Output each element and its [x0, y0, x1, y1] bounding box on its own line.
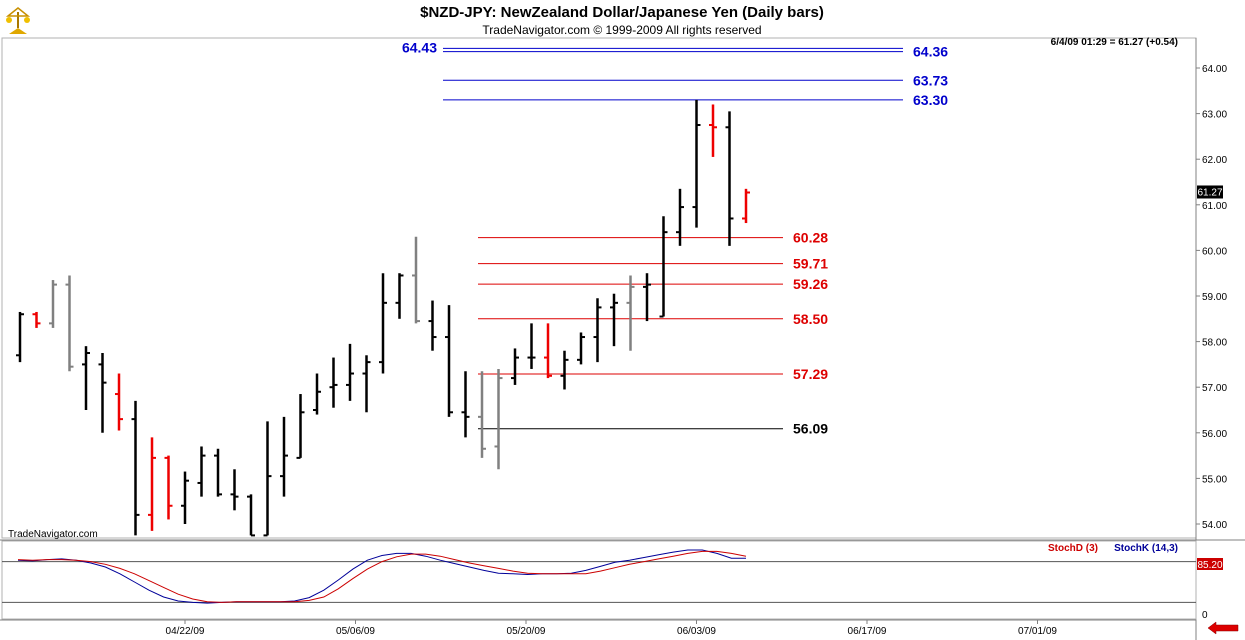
- ohlc-bar: [527, 323, 536, 369]
- trade-navigator-logo-icon: [5, 7, 31, 34]
- ohlc-bar: [610, 293, 618, 347]
- ohlc-bar: [560, 350, 569, 390]
- level-label: 60.28: [793, 230, 828, 246]
- ohlc-bar: [296, 394, 305, 459]
- ohlc-bar: [16, 311, 24, 363]
- price-bars: [16, 99, 750, 537]
- level-label: 63.30: [913, 92, 948, 108]
- ohlc-bar: [247, 494, 255, 537]
- ohlc-bar: [725, 111, 734, 246]
- oscillator-last-label: 85.20: [1197, 560, 1222, 571]
- ohlc-bar: [428, 300, 437, 351]
- y-tick-label: 55.00: [1202, 474, 1227, 485]
- ohlc-bar: [148, 437, 156, 531]
- stoch-k-line: [17, 549, 746, 604]
- oscillator-axis-tick: 0: [1202, 610, 1208, 621]
- ohlc-bar: [197, 446, 206, 497]
- oscillator-panel: [1, 540, 1197, 620]
- y-tick-label: 54.00: [1202, 520, 1227, 531]
- stoch-d-legend: StochD (3): [1048, 543, 1098, 554]
- ohlc-bar: [346, 343, 354, 401]
- y-tick-label: 57.00: [1202, 383, 1227, 394]
- ohlc-bar: [379, 273, 387, 374]
- ohlc-bar: [544, 323, 552, 379]
- quote-readout: 6/4/09 01:29 = 61.27 (+0.54): [1051, 37, 1178, 48]
- ohlc-bar: [329, 357, 338, 408]
- x-tick-label: 07/01/09: [1018, 626, 1057, 637]
- price-axis: 54.00 55.00 56.00 57.00 58.00 59.00 60.00 61.00…: [1196, 64, 1227, 531]
- level-label: 59.71: [793, 256, 828, 272]
- y-tick-label: 60.00: [1202, 246, 1227, 257]
- level-label: 64.43: [402, 39, 437, 55]
- last-price-label: 61.27: [1197, 187, 1222, 198]
- y-tick-label: 64.00: [1202, 64, 1227, 75]
- ohlc-bar: [593, 298, 602, 363]
- ohlc-bar: [131, 400, 140, 536]
- x-tick-label: 04/22/09: [166, 626, 205, 637]
- ohlc-bar: [709, 104, 717, 157]
- x-tick-label: 05/20/09: [507, 626, 546, 637]
- ohlc-bar: [164, 455, 173, 520]
- ohlc-bar: [98, 353, 107, 433]
- ohlc-bar: [494, 368, 503, 470]
- watermark: TradeNavigator.com: [8, 529, 98, 540]
- x-tick-label: 06/03/09: [677, 626, 716, 637]
- ohlc-bar: [626, 275, 635, 351]
- ohlc-bar: [395, 273, 404, 319]
- chart-subtitle: TradeNavigator.com © 1999-2009 All right…: [482, 23, 761, 37]
- ohlc-bar: [32, 311, 41, 328]
- ohlc-bar: [659, 216, 668, 318]
- ohlc-bar: [461, 371, 470, 438]
- ohlc-bar: [82, 346, 90, 410]
- ohlc-bar: [742, 188, 750, 224]
- stoch-d-line: [17, 550, 747, 603]
- ohlc-bar: [263, 421, 272, 537]
- y-tick-label: 63.00: [1202, 110, 1227, 121]
- ohlc-bar: [692, 99, 701, 228]
- ohlc-bar: [313, 373, 321, 415]
- x-tick-label: 05/06/09: [336, 626, 375, 637]
- level-label: 56.09: [793, 421, 828, 437]
- level-label: 64.36: [913, 44, 948, 60]
- ohlc-bar: [115, 373, 123, 431]
- ohlc-bar: [230, 469, 239, 511]
- ohlc-bar: [577, 332, 585, 365]
- y-tick-label: 58.00: [1202, 338, 1227, 349]
- ohlc-bar: [49, 280, 57, 328]
- ohlc-bar: [478, 371, 486, 458]
- ohlc-bar: [445, 305, 453, 417]
- y-tick-label: 62.00: [1202, 155, 1227, 166]
- x-tick-label: 06/17/09: [848, 626, 887, 637]
- level-label: 59.26: [793, 276, 828, 292]
- ohlc-bar: [511, 348, 519, 385]
- x-axis: 04/22/09 05/06/09 05/20/09 06/03/09 06/17/09…: [166, 620, 1057, 637]
- scroll-left-arrow-icon[interactable]: [1207, 621, 1239, 635]
- y-tick-label: 61.00: [1202, 201, 1227, 212]
- level-label: 63.73: [913, 72, 948, 88]
- level-label: 57.29: [793, 366, 828, 382]
- chart-title: $NZD-JPY: NewZealand Dollar/Japanese Yen…: [420, 4, 824, 21]
- ohlc-bar: [214, 448, 222, 497]
- ohlc-bar: [181, 471, 189, 524]
- ohlc-bar: [412, 236, 420, 324]
- ohlc-bar: [280, 416, 288, 497]
- ohlc-bar: [676, 188, 684, 246]
- last-price-tag: 61.27: [1197, 185, 1223, 199]
- oscillator-last-tag: 85.20: [1197, 558, 1223, 571]
- ohlc-bar: [65, 275, 74, 372]
- stoch-k-legend: StochK (14,3): [1114, 543, 1178, 554]
- ohlc-bar: [362, 355, 371, 413]
- y-tick-label: 59.00: [1202, 292, 1227, 303]
- y-tick-label: 56.00: [1202, 429, 1227, 440]
- ohlc-bar: [643, 273, 651, 322]
- level-label: 58.50: [793, 311, 828, 327]
